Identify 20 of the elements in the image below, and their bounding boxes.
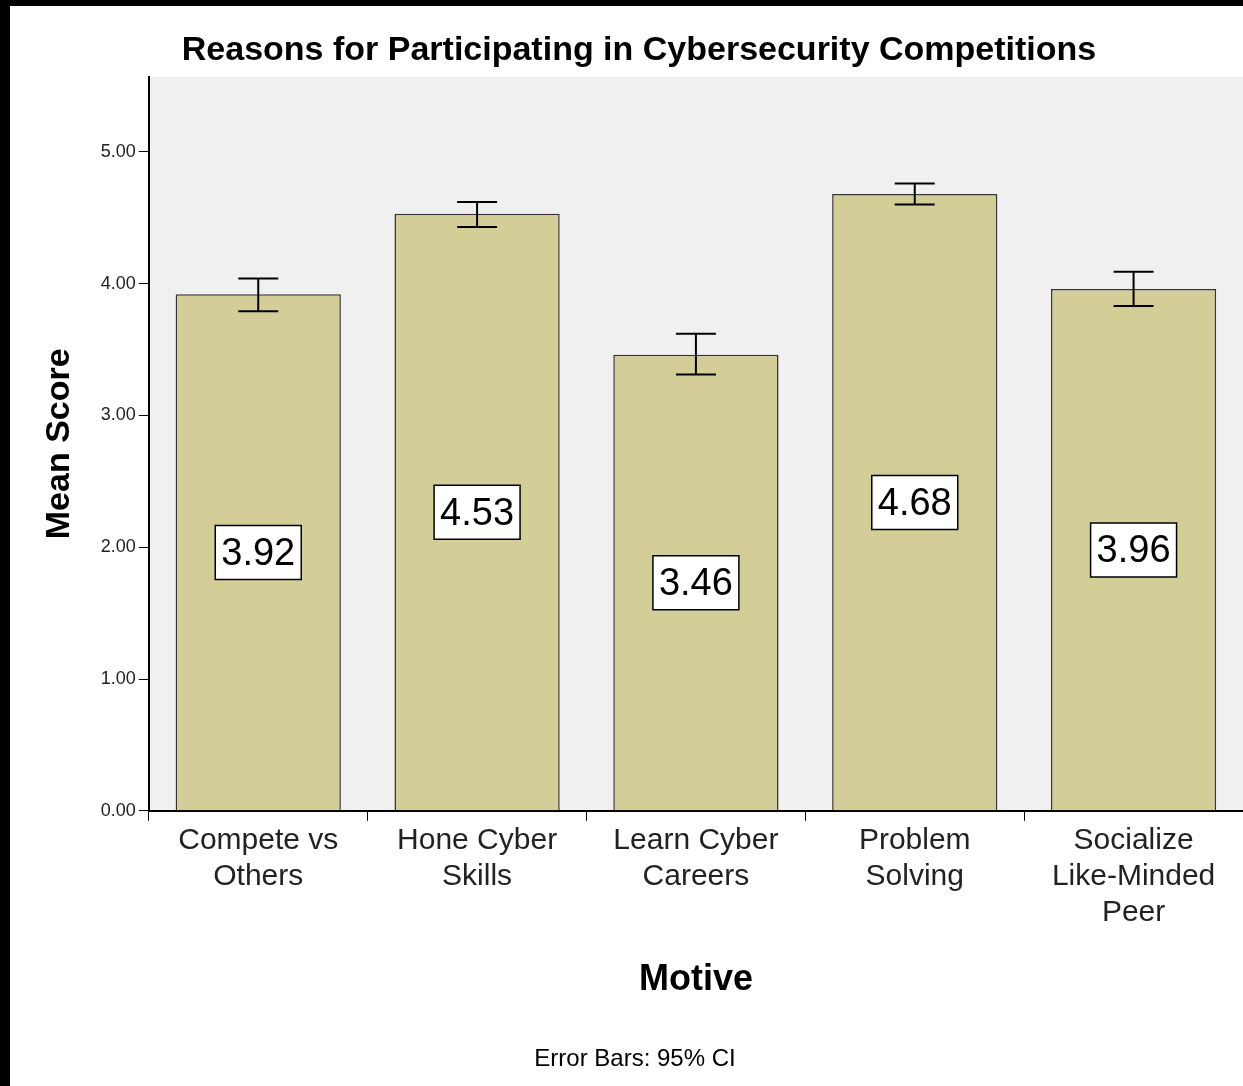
y-tick-label: 5.00 (100, 140, 136, 161)
data-label: 3.92 (221, 531, 296, 573)
y-tick-label: 4.00 (100, 272, 136, 293)
y-tick-label: 0.00 (100, 799, 136, 820)
y-tick-label: 2.00 (100, 536, 136, 557)
data-label: 3.96 (1096, 528, 1171, 571)
y-tick-label: 1.00 (100, 667, 136, 688)
text: Error Bars: 95% CI (534, 1044, 736, 1071)
data-label: 3.46 (658, 561, 733, 604)
data-label: 4.53 (440, 490, 515, 533)
y-axis-title: Mean Score (37, 348, 76, 540)
x-tick-label: Problem Solving (858, 822, 971, 892)
chart-title: Reasons for Participating in Cybersecurity Competitions (181, 28, 1097, 67)
y-tick-label: 3.00 (100, 404, 136, 425)
x-axis-title: Motive (638, 957, 753, 999)
x-tick-label: Compete vs Others (178, 822, 339, 892)
x-tick-label: Learn Cyber Careers (613, 822, 779, 892)
x-tick-label: Socialize Like-Minded Peer (1051, 822, 1216, 928)
x-tick-label: Hone Cyber Skills (397, 822, 558, 892)
data-label: 4.68 (877, 480, 952, 523)
